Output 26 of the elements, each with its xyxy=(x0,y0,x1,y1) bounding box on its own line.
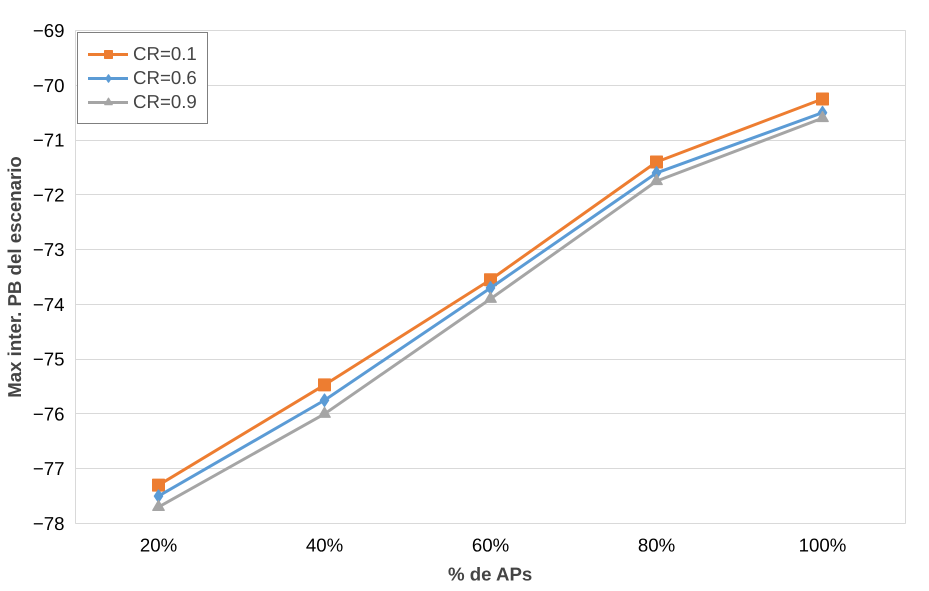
x-tick-label: 80% xyxy=(638,534,676,556)
x-tick-label: 20% xyxy=(140,534,178,556)
legend-label: CR=0.9 xyxy=(133,91,197,113)
legend-label: CR=0.1 xyxy=(133,43,197,65)
point xyxy=(318,378,331,392)
y-tick-label: −71 xyxy=(32,130,65,151)
x-tick-label: 100% xyxy=(798,534,846,556)
point xyxy=(650,174,663,186)
x-axis-title: % de APs xyxy=(448,564,532,584)
y-tick-label: −69 xyxy=(32,20,65,41)
y-tick-label: −75 xyxy=(32,348,65,370)
y-axis-title: Max inter. PB del escenario xyxy=(4,156,25,398)
y-tick-label: −76 xyxy=(32,403,65,424)
point xyxy=(816,92,829,106)
point xyxy=(816,110,829,122)
point xyxy=(152,478,165,492)
y-tick-label: −78 xyxy=(32,513,65,534)
y-tick-label: −77 xyxy=(32,458,65,480)
y-tick-label: −73 xyxy=(32,239,65,260)
y-tick-label: −70 xyxy=(32,74,65,96)
y-tick-label: −74 xyxy=(32,294,65,315)
x-tick-label: 40% xyxy=(306,534,344,556)
x-tick-label: 60% xyxy=(472,534,510,556)
y-tick-label: −72 xyxy=(32,184,65,206)
point xyxy=(650,155,663,168)
legend-label: CR=0.6 xyxy=(133,67,197,89)
